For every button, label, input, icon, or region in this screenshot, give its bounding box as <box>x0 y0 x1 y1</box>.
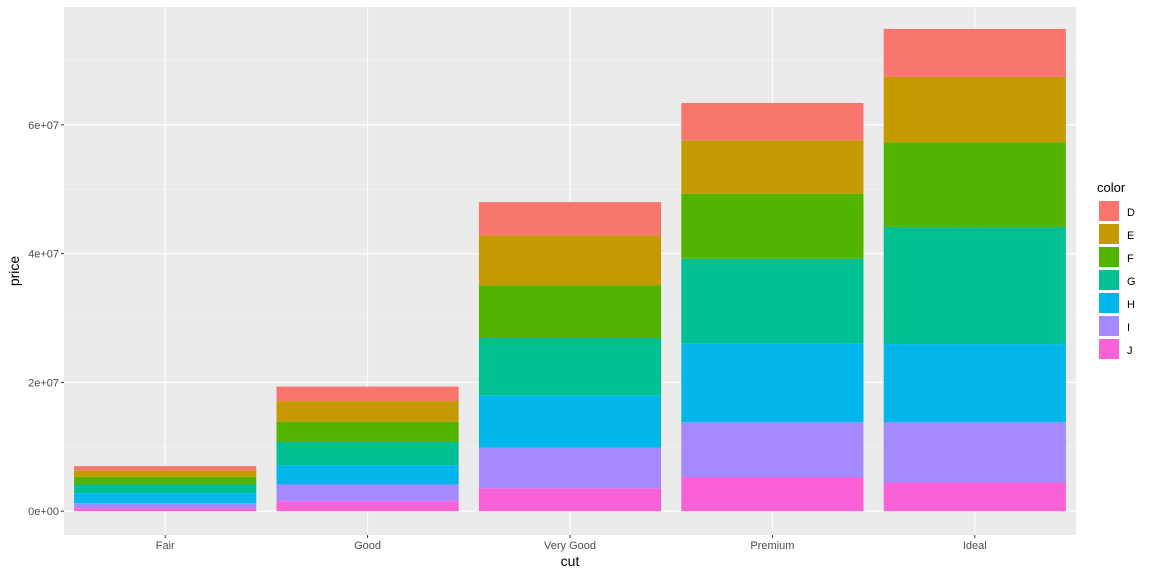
bar-segment <box>478 337 662 396</box>
bar-segment <box>74 470 257 477</box>
legend-key <box>1099 247 1119 267</box>
y-tick-label: 2e+07 <box>28 377 59 389</box>
legend-label: F <box>1127 253 1134 265</box>
bar-segment <box>276 465 459 485</box>
bar-segment <box>883 76 1066 143</box>
legend-key <box>1099 270 1119 290</box>
bars <box>74 28 1066 512</box>
bar-segment <box>276 484 459 502</box>
bar-segment <box>681 477 864 512</box>
y-tick-label: 4e+07 <box>28 249 59 261</box>
legend-key <box>1099 201 1119 221</box>
bar-segment <box>681 193 864 259</box>
bar-segment <box>681 140 864 194</box>
bar-segment <box>883 422 1066 483</box>
legend-key <box>1099 224 1119 244</box>
bar-segment <box>276 441 459 466</box>
legend-label: I <box>1127 322 1130 334</box>
bar-segment <box>478 285 662 338</box>
bar-segment <box>681 258 864 344</box>
bar-segment <box>883 482 1066 512</box>
bar-segment <box>883 226 1066 345</box>
bar-segment <box>74 484 257 494</box>
bar-segment <box>478 488 662 512</box>
bar-segment <box>478 447 662 489</box>
x-tick-label: Fair <box>156 540 175 552</box>
bar-segment <box>74 503 257 509</box>
y-tick-label: 0e+00 <box>28 506 59 518</box>
legend-key <box>1099 339 1119 359</box>
bar-segment <box>276 386 459 402</box>
bar-segment <box>74 476 257 485</box>
bar-segment <box>74 508 257 512</box>
x-tick-label: Premium <box>750 540 794 552</box>
legend-label: G <box>1127 276 1136 288</box>
bar-segment <box>478 395 662 448</box>
bar-segment <box>478 202 662 236</box>
bar-segment <box>681 102 864 141</box>
y-axis: 0e+00 2e+07 4e+07 6e+07 <box>28 120 64 518</box>
legend-key <box>1099 316 1119 336</box>
y-tick-label: 6e+07 <box>28 120 59 132</box>
x-axis-title: cut <box>561 553 580 569</box>
bar-segment <box>276 501 459 512</box>
bar-segment <box>478 235 662 286</box>
x-tick-label: Very Good <box>544 540 596 552</box>
bar-segment <box>681 343 864 423</box>
x-tick-label: Ideal <box>963 540 987 552</box>
legend-label: H <box>1127 299 1135 311</box>
legend-label: J <box>1127 345 1133 357</box>
bar-segment <box>883 142 1066 227</box>
bar-segment <box>681 422 864 478</box>
y-axis-title: price <box>6 256 22 287</box>
bar-segment <box>276 401 459 422</box>
legend-key <box>1099 293 1119 313</box>
bar-segment <box>883 344 1066 423</box>
bar-segment <box>276 421 459 442</box>
legend-title: color <box>1097 180 1126 195</box>
legend-label: D <box>1127 207 1135 219</box>
bar-segment <box>74 466 257 471</box>
x-axis: Fair Good Very Good Premium Ideal <box>156 535 987 552</box>
bar-segment <box>74 493 257 504</box>
x-tick-label: Good <box>354 540 381 552</box>
legend-label: E <box>1127 230 1134 242</box>
bar-segment <box>883 28 1066 77</box>
